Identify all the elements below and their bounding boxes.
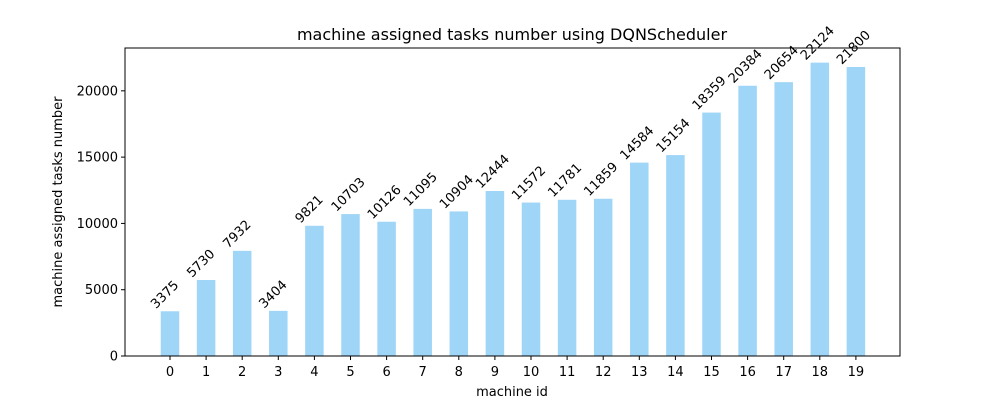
bar-15 [702, 112, 721, 356]
bar-12 [593, 198, 613, 356]
bar-19 [846, 66, 866, 357]
bar-7 [413, 208, 432, 356]
data-label-4: 9821 [293, 193, 327, 227]
data-label-5: 10703 [329, 175, 369, 215]
y-tick-label-10000: 10000 [77, 217, 118, 232]
x-tick-label-12: 12 [595, 365, 612, 380]
y-axis-ticks: 0 5000 10000 15000 20000 [77, 84, 125, 365]
bar-16 [738, 85, 757, 356]
data-label-16: 20384 [726, 47, 766, 87]
data-label-17: 20654 [762, 43, 802, 83]
x-tick-label-5: 5 [346, 365, 354, 380]
x-tick-label-17: 17 [775, 365, 792, 380]
y-tick-label-20000: 20000 [77, 84, 118, 99]
x-axis-label: machine id [476, 385, 548, 400]
x-tick-label-10: 10 [523, 365, 540, 380]
data-label-12: 11859 [581, 160, 621, 200]
x-axis-ticks: 0 1 2 3 4 5 6 7 8 9 10 11 12 13 14 15 16 17 18 19 [166, 356, 864, 380]
data-label-8: 10904 [437, 172, 477, 212]
x-tick-label-15: 15 [703, 365, 720, 380]
x-tick-label-8: 8 [455, 365, 463, 380]
bar-14 [666, 155, 685, 356]
bar-18 [810, 62, 830, 356]
bar-10 [521, 202, 541, 356]
data-label-14: 15154 [654, 116, 694, 156]
x-tick-label-1: 1 [202, 365, 210, 380]
x-tick-label-11: 11 [559, 365, 576, 380]
x-tick-label-6: 6 [382, 365, 390, 380]
x-tick-label-2: 2 [238, 365, 246, 380]
data-label-13: 14584 [618, 124, 658, 164]
x-tick-label-0: 0 [166, 365, 174, 380]
bar-8 [449, 211, 469, 356]
data-label-10: 11572 [509, 164, 549, 204]
x-tick-label-7: 7 [419, 365, 427, 380]
y-axis-label: machine assigned tasks number [51, 96, 66, 308]
bar-9 [485, 191, 505, 356]
data-label-0: 3375 [148, 278, 182, 312]
data-label-11: 11781 [545, 161, 585, 201]
bar-0 [160, 311, 180, 356]
x-tick-label-13: 13 [631, 365, 648, 380]
data-label-2: 7932 [220, 218, 254, 252]
x-tick-label-9: 9 [491, 365, 499, 380]
y-tick-label-0: 0 [110, 350, 118, 365]
bar-11 [557, 199, 577, 356]
y-tick-label-15000: 15000 [77, 151, 118, 166]
bar-17 [774, 82, 793, 357]
x-tick-label-14: 14 [667, 365, 684, 380]
data-label-7: 11095 [401, 170, 441, 210]
x-tick-label-18: 18 [812, 365, 829, 380]
chart-title: machine assigned tasks number using DQNS… [297, 25, 727, 44]
data-label-6: 10126 [365, 183, 405, 223]
data-label-15: 18359 [690, 74, 730, 114]
data-label-3: 3404 [257, 278, 291, 312]
bar-3 [269, 310, 288, 356]
bar-5 [341, 214, 360, 356]
bar-2 [232, 250, 252, 356]
bars-group [160, 62, 866, 357]
data-label-18: 22124 [798, 24, 838, 64]
x-tick-label-4: 4 [310, 365, 318, 380]
bar-4 [305, 225, 324, 356]
y-tick-label-5000: 5000 [85, 283, 118, 298]
plot-frame [124, 47, 901, 357]
x-tick-label-16: 16 [739, 365, 756, 380]
x-tick-label-19: 19 [848, 365, 865, 380]
bar-1 [196, 280, 216, 356]
data-label-1: 5730 [184, 247, 218, 281]
bar-6 [377, 221, 396, 356]
data-label-9: 12444 [473, 152, 513, 192]
bar-13 [630, 162, 649, 356]
x-tick-label-3: 3 [274, 365, 282, 380]
